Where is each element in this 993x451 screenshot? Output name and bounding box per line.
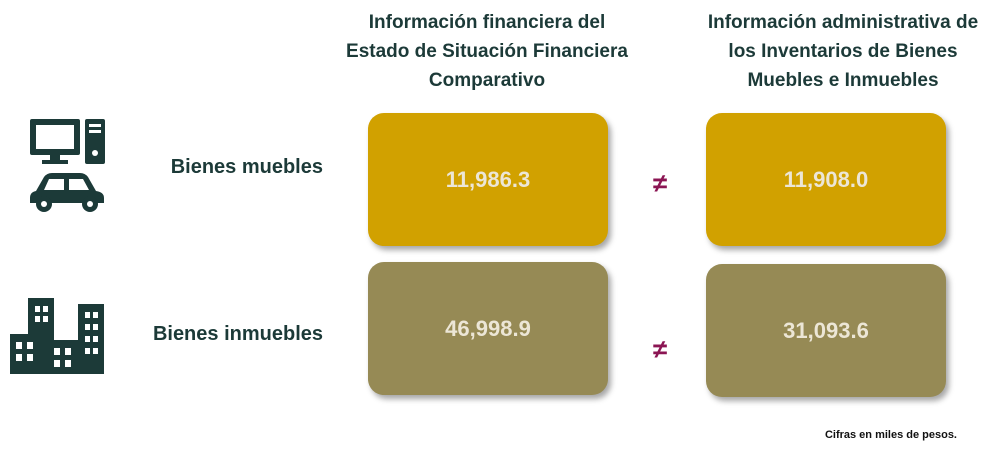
- value-box: 31,093.6: [706, 264, 946, 397]
- icon-inmuebles: [10, 298, 104, 374]
- icon-muebles: [30, 119, 105, 212]
- value-box: 46,998.9: [368, 262, 608, 395]
- column-header: Información administrativa de los Invent…: [707, 12, 979, 91]
- row-label: Bienes inmuebles: [152, 323, 323, 345]
- relation: ≠: [652, 334, 668, 364]
- relation: ≠: [652, 168, 668, 198]
- row-label: Bienes muebles: [170, 156, 323, 178]
- value-box: 11,986.3: [368, 113, 608, 246]
- footnote: Cifras en miles de pesos.: [824, 429, 957, 441]
- column-header: Información financiera del Estado de Sit…: [346, 12, 628, 91]
- value-box: 11,908.0: [706, 113, 946, 246]
